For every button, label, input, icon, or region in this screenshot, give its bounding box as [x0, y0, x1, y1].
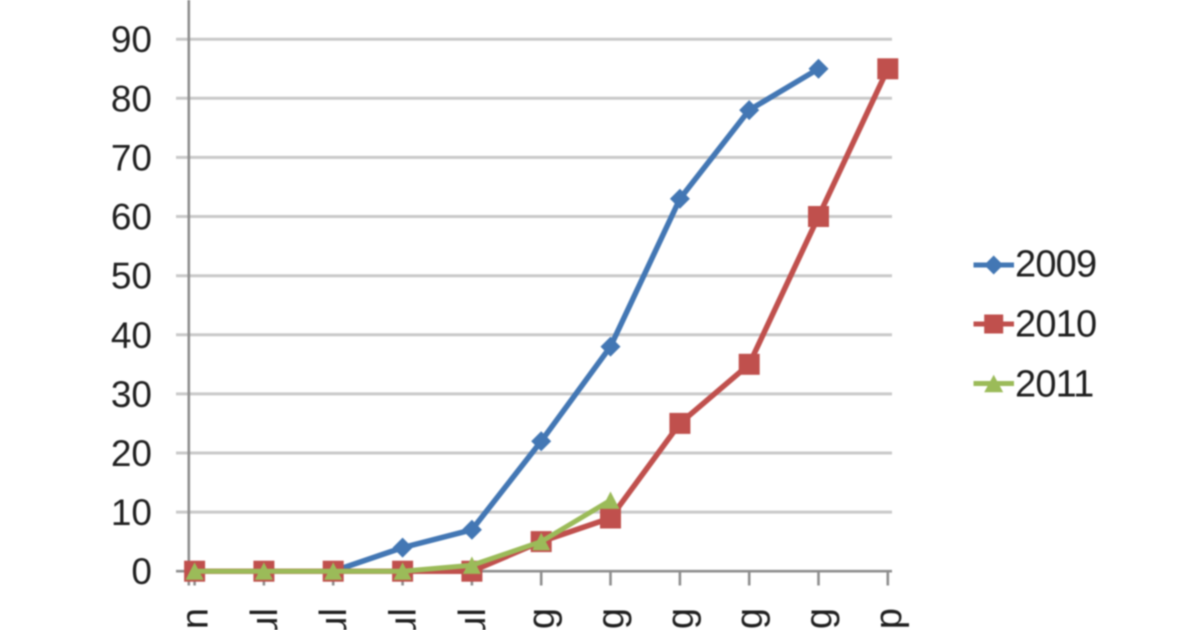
- svg-text:2010: 2010: [1015, 304, 1096, 346]
- svg-text:0: 0: [131, 551, 152, 592]
- svg-text:19-jul: 19-jul: [383, 608, 425, 630]
- svg-text:40: 40: [111, 315, 152, 356]
- svg-text:16-aug: 16-aug: [660, 608, 702, 630]
- svg-text:70: 70: [111, 137, 152, 178]
- svg-text:80: 80: [111, 78, 152, 119]
- svg-text:2011: 2011: [1015, 364, 1094, 406]
- svg-text:5-jul: 5-jul: [244, 608, 286, 630]
- svg-text:20: 20: [111, 433, 152, 474]
- svg-text:30-aug: 30-aug: [799, 608, 841, 630]
- svg-text:28-jun: 28-jun: [175, 608, 217, 630]
- svg-text:90: 90: [111, 19, 152, 60]
- svg-text:2009: 2009: [1015, 244, 1096, 286]
- svg-text:10: 10: [111, 492, 152, 533]
- svg-text:26-jul: 26-jul: [452, 608, 494, 630]
- svg-text:23-aug: 23-aug: [729, 608, 771, 630]
- svg-text:9-aug: 9-aug: [591, 608, 633, 630]
- svg-text:12-jul: 12-jul: [313, 608, 355, 630]
- svg-text:60: 60: [111, 197, 152, 238]
- svg-text:50: 50: [111, 256, 152, 297]
- svg-text:30: 30: [111, 374, 152, 415]
- svg-text:2-aug: 2-aug: [521, 608, 563, 630]
- svg-text:6-sep: 6-sep: [868, 608, 910, 630]
